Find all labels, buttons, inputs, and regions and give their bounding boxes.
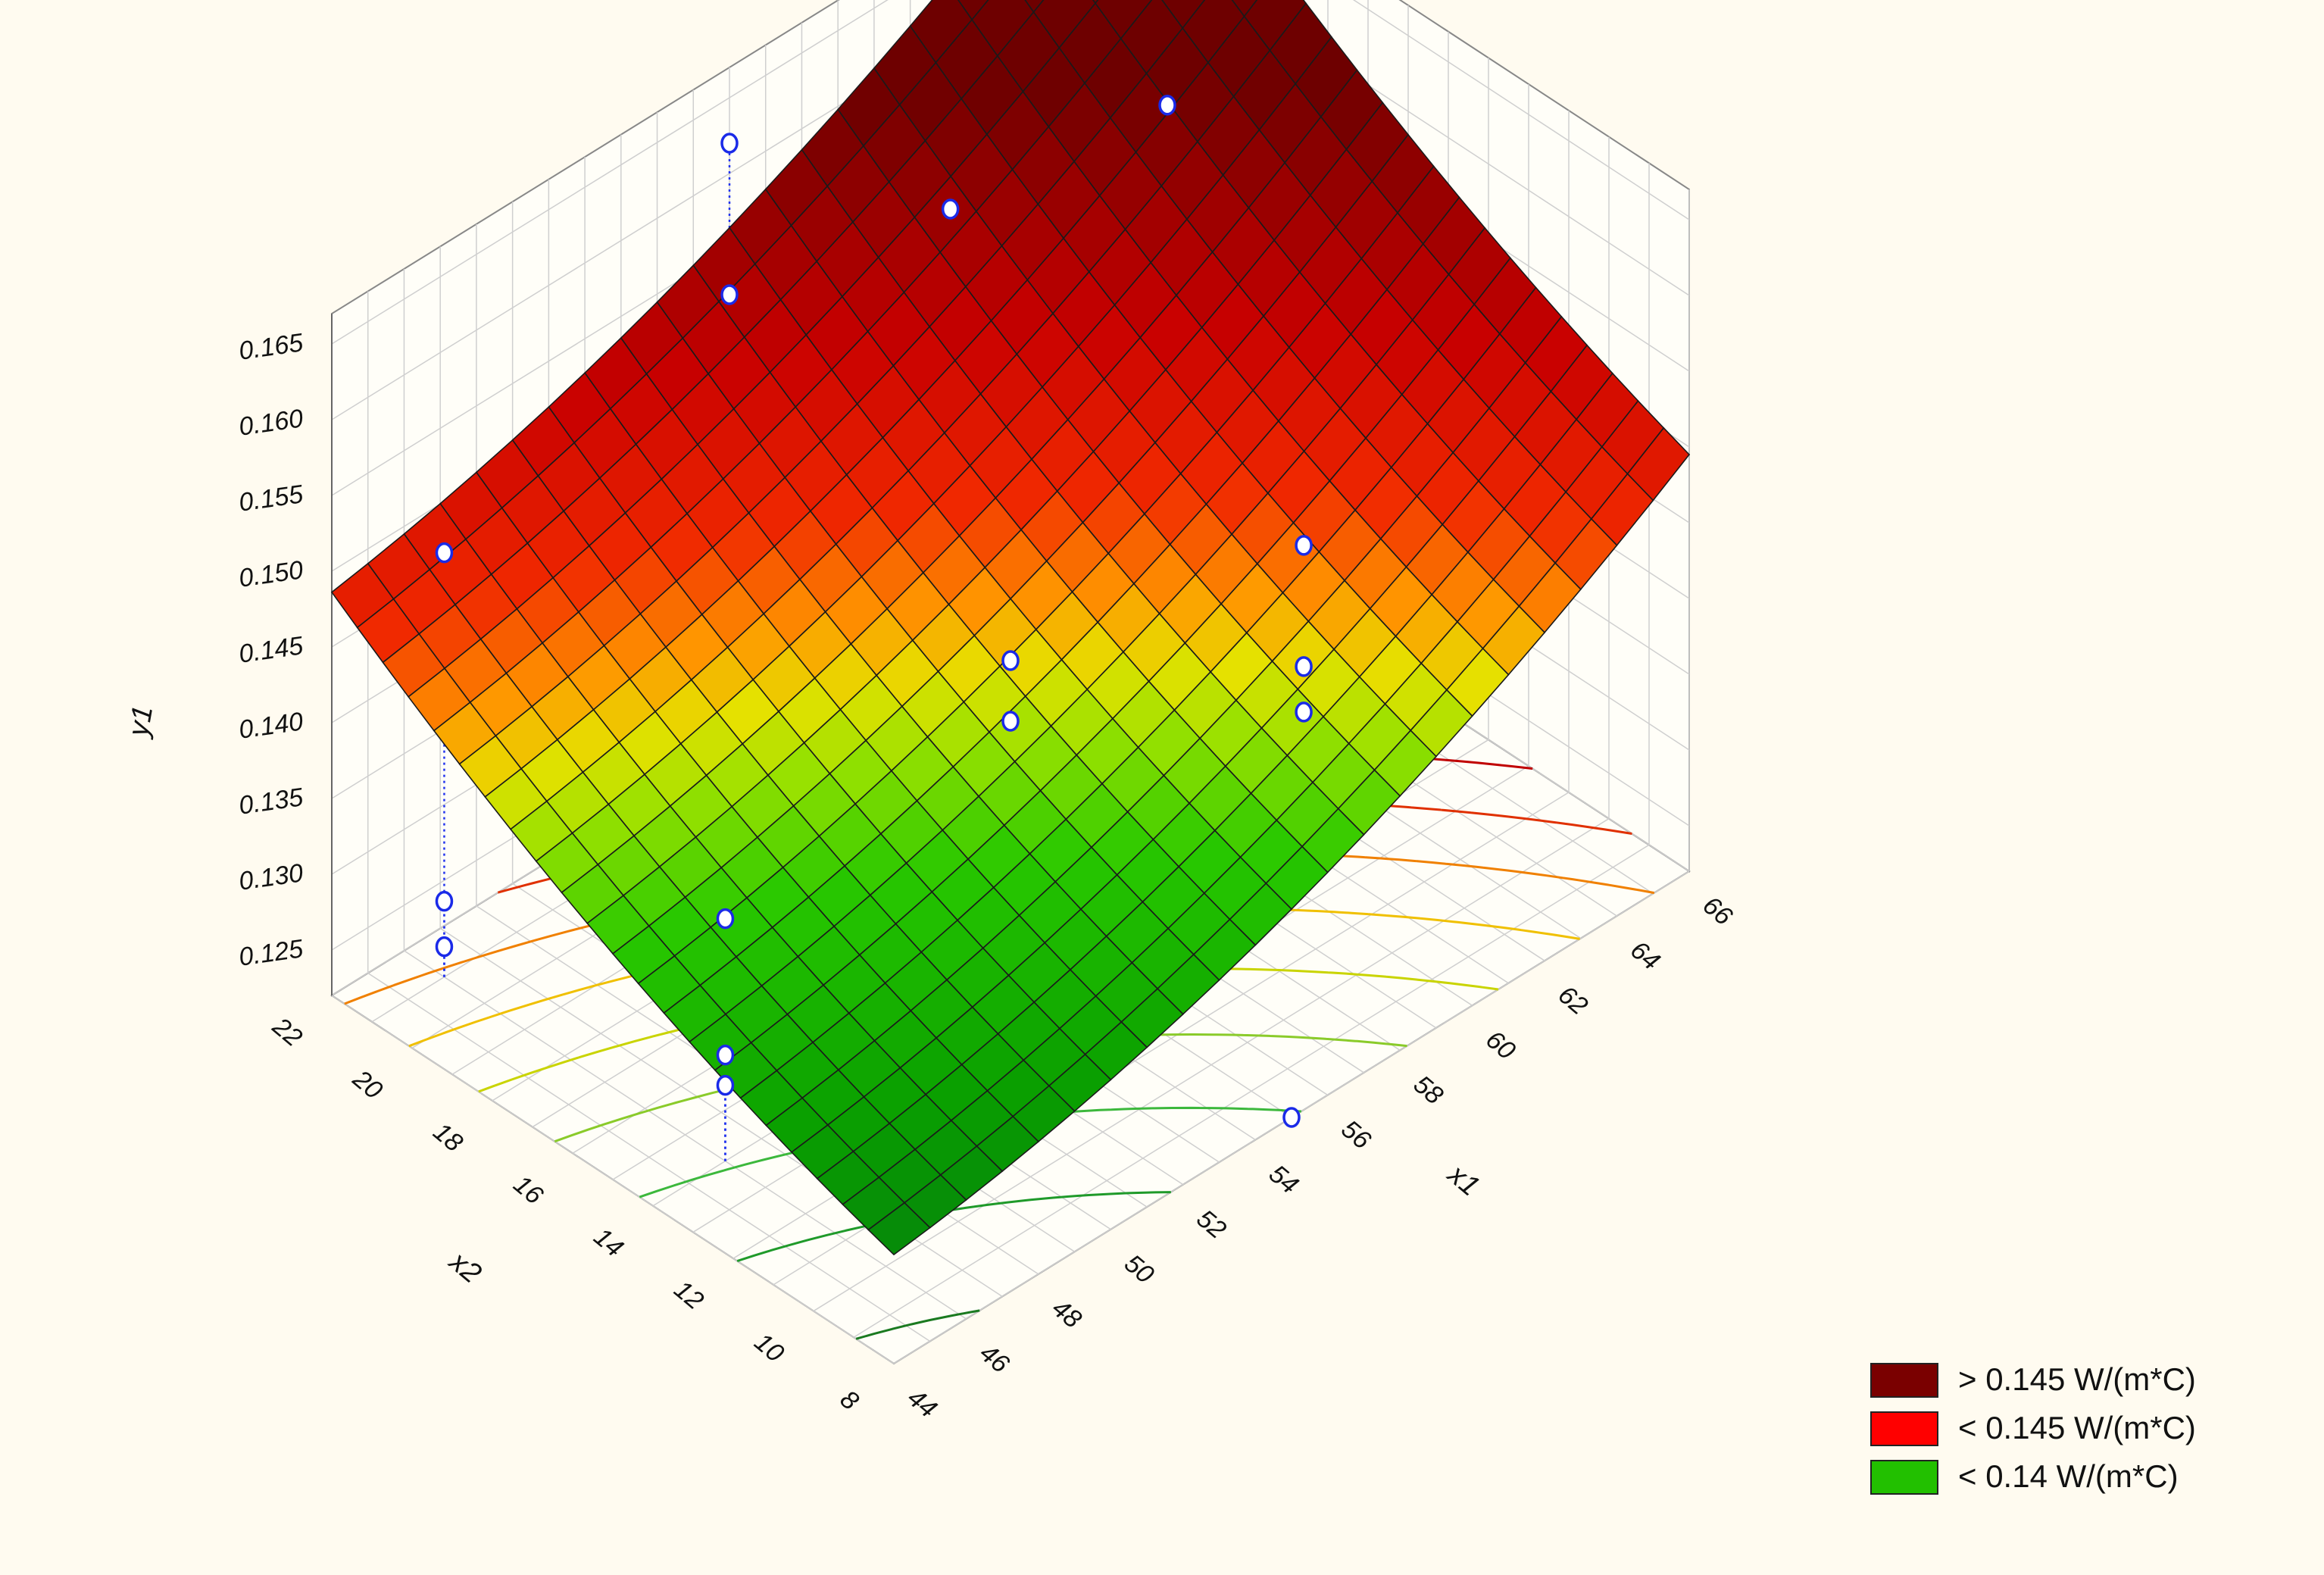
contour-line [855, 1309, 980, 1340]
observed-point [941, 198, 960, 220]
observed-point [1295, 656, 1313, 677]
observed-point [1295, 535, 1313, 556]
x2-axis-title: x2 [442, 1245, 487, 1289]
x1-tick-label: 64 [1625, 936, 1665, 976]
x2-tick-label: 12 [669, 1275, 709, 1315]
observed-point [716, 1044, 735, 1066]
grid-line [1237, 0, 1690, 296]
x1-tick-label: 60 [1480, 1025, 1520, 1065]
x1-tick-label: 54 [1264, 1159, 1304, 1199]
observed-point [1282, 1107, 1301, 1128]
legend-label: < 0.145 W/(m*C) [1958, 1410, 2196, 1445]
surface-cell [957, 0, 989, 21]
y1-tick-label: 0.150 [237, 555, 305, 592]
x1-tick-label: 66 [1698, 891, 1738, 931]
grid-line [813, 817, 1610, 1312]
x1-tick-label: 62 [1553, 980, 1593, 1020]
x1-tick-label: 52 [1191, 1204, 1231, 1244]
observed-point [435, 890, 454, 912]
observed-point [720, 133, 739, 154]
legend-swatch [1870, 1363, 1938, 1398]
surface-cell [867, 1202, 931, 1256]
legend: > 0.145 W/(m*C) < 0.145 W/(m*C) < 0.14 W/(… [1870, 1361, 2196, 1495]
x2-tick-label: 22 [267, 1011, 308, 1052]
legend-label: < 0.14 W/(m*C) [1958, 1458, 2179, 1494]
legend-swatch [1870, 1460, 1938, 1495]
y1-tick-label: 0.135 [237, 783, 305, 820]
y1-tick-label: 0.140 [237, 707, 305, 744]
y1-axis-title: y1 [122, 703, 159, 741]
surface-cell [1231, 0, 1258, 17]
y1-tick-label: 0.160 [237, 404, 305, 441]
y1-tick-label: 0.165 [237, 328, 305, 365]
y1-tick-label: 0.125 [237, 934, 305, 971]
x2-tick-label: 8 [835, 1385, 864, 1416]
observed-point [435, 936, 454, 958]
x2-tick-label: 20 [347, 1064, 388, 1105]
x1-tick-label: 48 [1047, 1294, 1087, 1334]
x2-tick-label: 14 [589, 1222, 629, 1262]
x2-tick-label: 18 [428, 1117, 468, 1158]
x2-tick-label: 16 [508, 1170, 548, 1210]
legend-label: > 0.145 W/(m*C) [1958, 1361, 2196, 1397]
observed-point [1158, 94, 1176, 116]
legend-swatch [1870, 1411, 1938, 1446]
grid-line [853, 844, 1650, 1338]
y1-tick-label: 0.155 [237, 480, 305, 517]
x1-tick-label: 56 [1335, 1114, 1376, 1155]
grid-line [331, 0, 889, 345]
x2-tick-label: 10 [749, 1327, 789, 1367]
observed-point [435, 542, 454, 564]
x1-tick-label: 46 [974, 1339, 1014, 1379]
y1-tick-label: 0.130 [237, 858, 305, 895]
x1-tick-label: 44 [902, 1383, 942, 1423]
observed-point [716, 1074, 735, 1096]
x1-tick-label: 50 [1119, 1248, 1159, 1289]
y1-tick-label: 0.145 [237, 631, 305, 668]
observed-points [435, 94, 1313, 1128]
x1-axis-title: x1 [1441, 1158, 1485, 1202]
observed-point [1001, 650, 1020, 671]
observed-point [1295, 702, 1313, 723]
surface-cell [1024, 0, 1045, 14]
response-surface [330, 0, 1691, 1256]
observed-point [1001, 711, 1020, 732]
grid-line [1352, 0, 1690, 220]
x1-tick-label: 58 [1408, 1070, 1448, 1110]
observed-point [720, 284, 739, 305]
observed-point [716, 908, 735, 930]
